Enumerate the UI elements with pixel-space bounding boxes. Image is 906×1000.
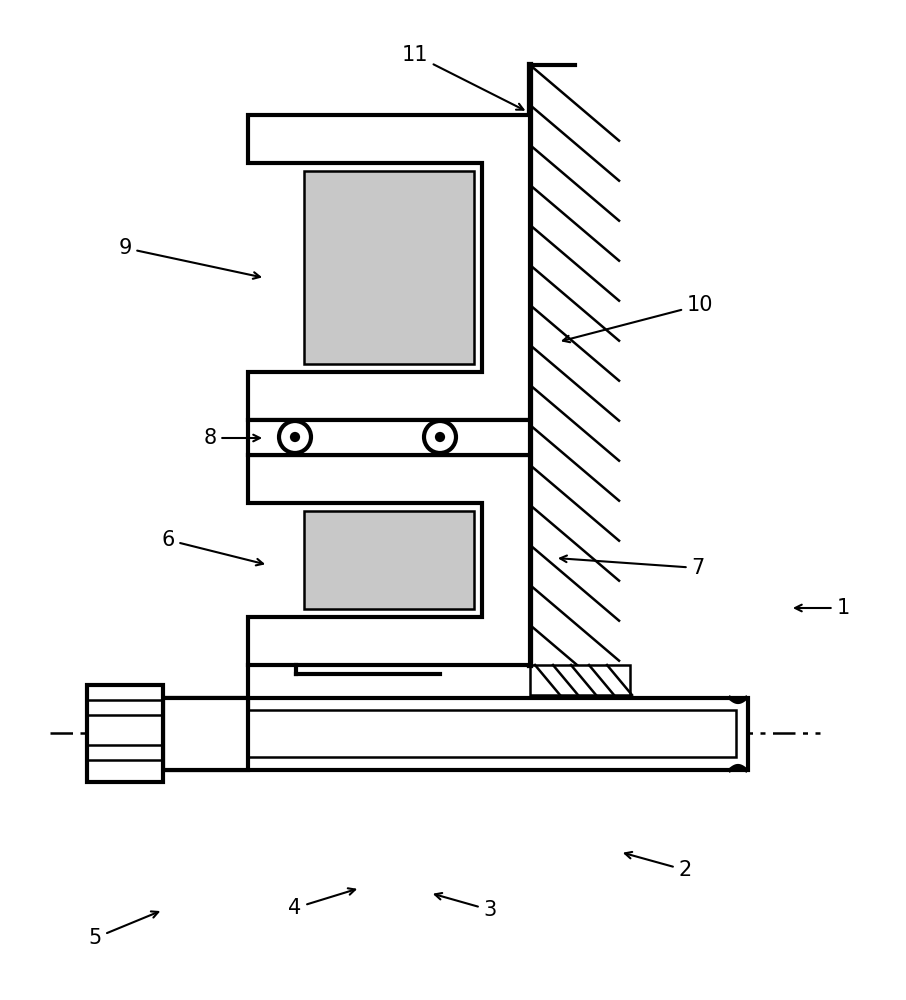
Bar bbox=[163, 698, 248, 770]
Text: 3: 3 bbox=[435, 893, 496, 920]
Text: 5: 5 bbox=[89, 911, 159, 948]
Bar bbox=[248, 420, 530, 455]
Text: 7: 7 bbox=[560, 555, 705, 578]
Text: 1: 1 bbox=[795, 598, 850, 618]
Text: 10: 10 bbox=[563, 295, 713, 342]
Text: 2: 2 bbox=[625, 852, 691, 880]
Bar bbox=[304, 511, 474, 609]
PathPatch shape bbox=[248, 455, 530, 665]
Bar bbox=[248, 710, 736, 757]
Bar bbox=[304, 171, 474, 364]
Circle shape bbox=[424, 421, 456, 453]
Circle shape bbox=[290, 432, 300, 442]
Text: 8: 8 bbox=[204, 428, 260, 448]
Bar bbox=[530, 665, 630, 695]
Bar bbox=[87, 685, 163, 782]
Text: 9: 9 bbox=[119, 238, 260, 279]
Circle shape bbox=[279, 421, 311, 453]
Bar bbox=[130, 698, 748, 770]
Circle shape bbox=[435, 432, 445, 442]
PathPatch shape bbox=[248, 115, 530, 420]
Text: 6: 6 bbox=[161, 530, 263, 565]
Bar bbox=[530, 65, 575, 665]
Text: 4: 4 bbox=[288, 888, 355, 918]
Text: 11: 11 bbox=[401, 45, 524, 110]
